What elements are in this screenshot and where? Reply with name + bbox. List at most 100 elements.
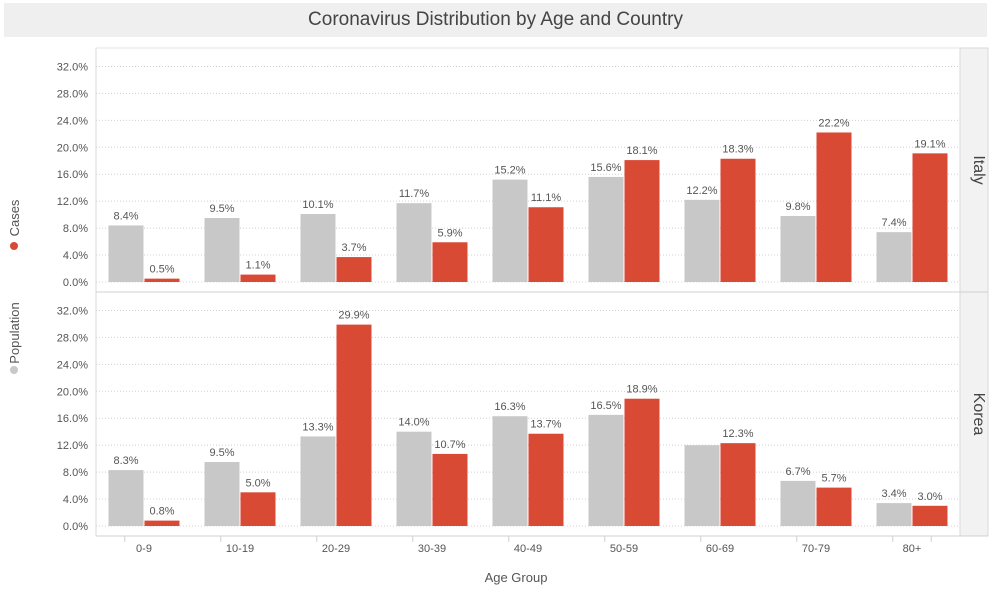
bar-italy-cases <box>144 278 180 282</box>
y-tick-label: 20.0% <box>57 142 88 154</box>
bar-korea-cases <box>528 433 564 526</box>
x-tick-label: 80+ <box>903 543 922 555</box>
data-label: 6.7% <box>785 466 810 478</box>
bar-korea-cases <box>816 487 852 526</box>
data-label: 9.8% <box>785 201 810 213</box>
bar-korea-cases <box>720 443 756 526</box>
data-label: 18.1% <box>626 145 657 157</box>
data-label: 9.5% <box>209 203 234 215</box>
data-label: 7.4% <box>881 217 906 229</box>
bar-italy-population <box>204 218 240 282</box>
facet-label-italy: Italy <box>970 155 987 184</box>
bar-korea-cases <box>912 505 948 526</box>
data-label: 5.7% <box>821 473 846 485</box>
x-tick-label: 10-19 <box>226 543 254 555</box>
x-tick-label: 50-59 <box>610 543 638 555</box>
data-label: 19.1% <box>914 138 945 150</box>
facet-strip-italy <box>959 47 989 293</box>
chart-title-bar: Coronavirus Distribution by Age and Coun… <box>4 3 987 37</box>
data-label: 3.7% <box>341 242 366 254</box>
y-tick-label: 20.0% <box>57 386 88 398</box>
data-label: 14.0% <box>398 417 429 429</box>
bar-italy-population <box>492 179 528 282</box>
x-tick-label: 60-69 <box>706 543 734 555</box>
bar-korea-cases <box>432 453 468 526</box>
bar-korea-cases <box>240 492 276 526</box>
x-tick-label: 40-49 <box>514 543 542 555</box>
y-tick-label: 12.0% <box>57 196 88 208</box>
y-tick-label: 24.0% <box>57 115 88 127</box>
data-label: 29.9% <box>338 310 369 322</box>
bar-korea-cases <box>336 324 372 526</box>
y-tick-label: 12.0% <box>57 440 88 452</box>
y-tick-label: 28.0% <box>57 88 88 100</box>
chart-title: Coronavirus Distribution by Age and Coun… <box>308 9 683 30</box>
bar-korea-population <box>780 480 816 526</box>
y-tick-label: 32.0% <box>57 305 88 317</box>
bar-italy-population <box>300 213 336 282</box>
data-label: 13.3% <box>302 421 333 433</box>
bar-italy-cases <box>624 160 660 282</box>
data-label: 0.8% <box>149 506 174 518</box>
y-tick-label: 16.0% <box>57 413 88 425</box>
bar-korea-population <box>492 416 528 526</box>
data-label: 10.7% <box>434 439 465 451</box>
data-label: 11.1% <box>531 192 562 204</box>
data-label: 16.5% <box>590 400 621 412</box>
data-label: 1.1% <box>245 260 270 272</box>
data-label: 12.3% <box>722 428 753 440</box>
x-tick-label: 20-29 <box>322 543 350 555</box>
data-label: 10.1% <box>302 199 333 211</box>
x-tick-label: 70-79 <box>802 543 830 555</box>
bar-italy-cases <box>240 274 276 282</box>
bar-italy-cases <box>912 153 948 282</box>
y-tick-label: 8.0% <box>63 223 88 235</box>
data-label: 18.9% <box>626 384 657 396</box>
facet-label-korea: Korea <box>970 393 987 436</box>
bar-italy-population <box>684 199 720 282</box>
data-label: 8.3% <box>113 455 138 467</box>
y-tick-label: 28.0% <box>57 332 88 344</box>
legend-label-population: Population <box>7 302 22 363</box>
y-tick-label: 8.0% <box>63 467 88 479</box>
bar-korea-population <box>876 503 912 526</box>
y-tick-label: 32.0% <box>57 61 88 73</box>
bar-korea-population <box>684 445 720 526</box>
y-tick-label: 24.0% <box>57 359 88 371</box>
data-label: 5.0% <box>245 477 270 489</box>
bar-korea-population <box>108 470 144 526</box>
bar-italy-cases <box>816 132 852 282</box>
bar-korea-cases <box>144 520 180 526</box>
data-label: 8.4% <box>113 210 138 222</box>
bar-korea-population <box>588 414 624 526</box>
bar-italy-population <box>396 203 432 282</box>
bar-italy-population <box>108 225 144 282</box>
x-tick-label: 30-39 <box>418 543 446 555</box>
data-label: 22.2% <box>818 117 849 129</box>
data-label: 5.9% <box>437 227 462 239</box>
data-label: 0.5% <box>149 264 174 276</box>
data-label: 9.5% <box>209 447 234 459</box>
x-tick-label: 0-9 <box>136 543 152 555</box>
bar-korea-population <box>204 462 240 526</box>
y-tick-label: 4.0% <box>63 494 88 506</box>
data-label: 15.2% <box>494 165 525 177</box>
bar-italy-cases <box>432 242 468 282</box>
bar-italy-population <box>588 176 624 282</box>
bar-italy-cases <box>528 207 564 282</box>
bar-korea-cases <box>624 398 660 526</box>
data-label: 11.7% <box>399 188 430 200</box>
bar-italy-population <box>780 215 816 282</box>
legend-swatch-cases <box>10 242 18 250</box>
y-tick-label: 4.0% <box>63 250 88 262</box>
data-label: 18.3% <box>722 144 753 156</box>
bar-korea-population <box>300 436 336 526</box>
data-label: 12.2% <box>686 185 717 197</box>
y-tick-label: 0.0% <box>63 521 88 533</box>
bar-italy-population <box>876 232 912 282</box>
bar-italy-cases <box>720 158 756 282</box>
legend-label-cases: Cases <box>7 199 22 236</box>
y-tick-label: 0.0% <box>63 277 88 289</box>
x-axis-title: Age Group <box>485 570 548 585</box>
